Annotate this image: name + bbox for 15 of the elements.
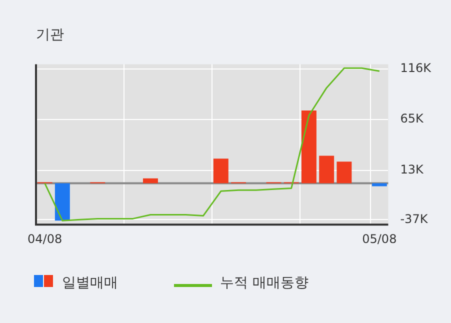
y-tick-label: 116K xyxy=(400,61,432,76)
x-tick-label: 05/08 xyxy=(362,232,397,246)
bar xyxy=(336,162,352,184)
chart-title: 기관 xyxy=(36,26,64,44)
y-tick-label: 13K xyxy=(400,162,424,177)
bar xyxy=(319,156,334,184)
y-tick-label: -37K xyxy=(400,212,429,226)
bar xyxy=(54,183,70,221)
bar xyxy=(301,110,316,184)
x-tick-label: 04/08 xyxy=(28,232,62,246)
legend-label: 일별매매 xyxy=(62,274,118,292)
y-tick-label: 65K xyxy=(400,111,424,126)
bar xyxy=(142,178,158,184)
legend-label: 누적 매매동향 xyxy=(220,274,308,292)
bar xyxy=(213,158,228,184)
